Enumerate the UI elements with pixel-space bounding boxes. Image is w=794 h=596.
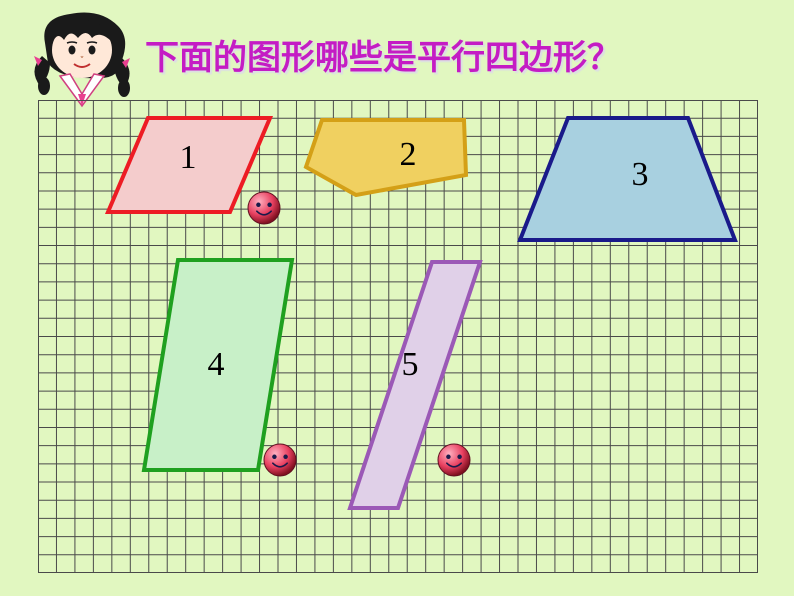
shape-label-5: 5 bbox=[402, 346, 419, 384]
slide-title: 下面的图形哪些是平行四边形？ bbox=[145, 30, 621, 79]
shape-label-4: 4 bbox=[208, 346, 225, 384]
shape-2 bbox=[306, 120, 466, 195]
grid-svg bbox=[38, 100, 758, 573]
smiley-icon bbox=[264, 444, 296, 476]
shape-label-2: 2 bbox=[400, 136, 417, 174]
shape-label-3: 3 bbox=[632, 156, 649, 194]
smiley-icon bbox=[248, 192, 280, 224]
slide: 下面的图形哪些是平行四边形？ bbox=[0, 0, 794, 596]
grid-area bbox=[38, 100, 758, 573]
smiley-icon bbox=[438, 444, 470, 476]
shape-label-1: 1 bbox=[180, 139, 197, 177]
